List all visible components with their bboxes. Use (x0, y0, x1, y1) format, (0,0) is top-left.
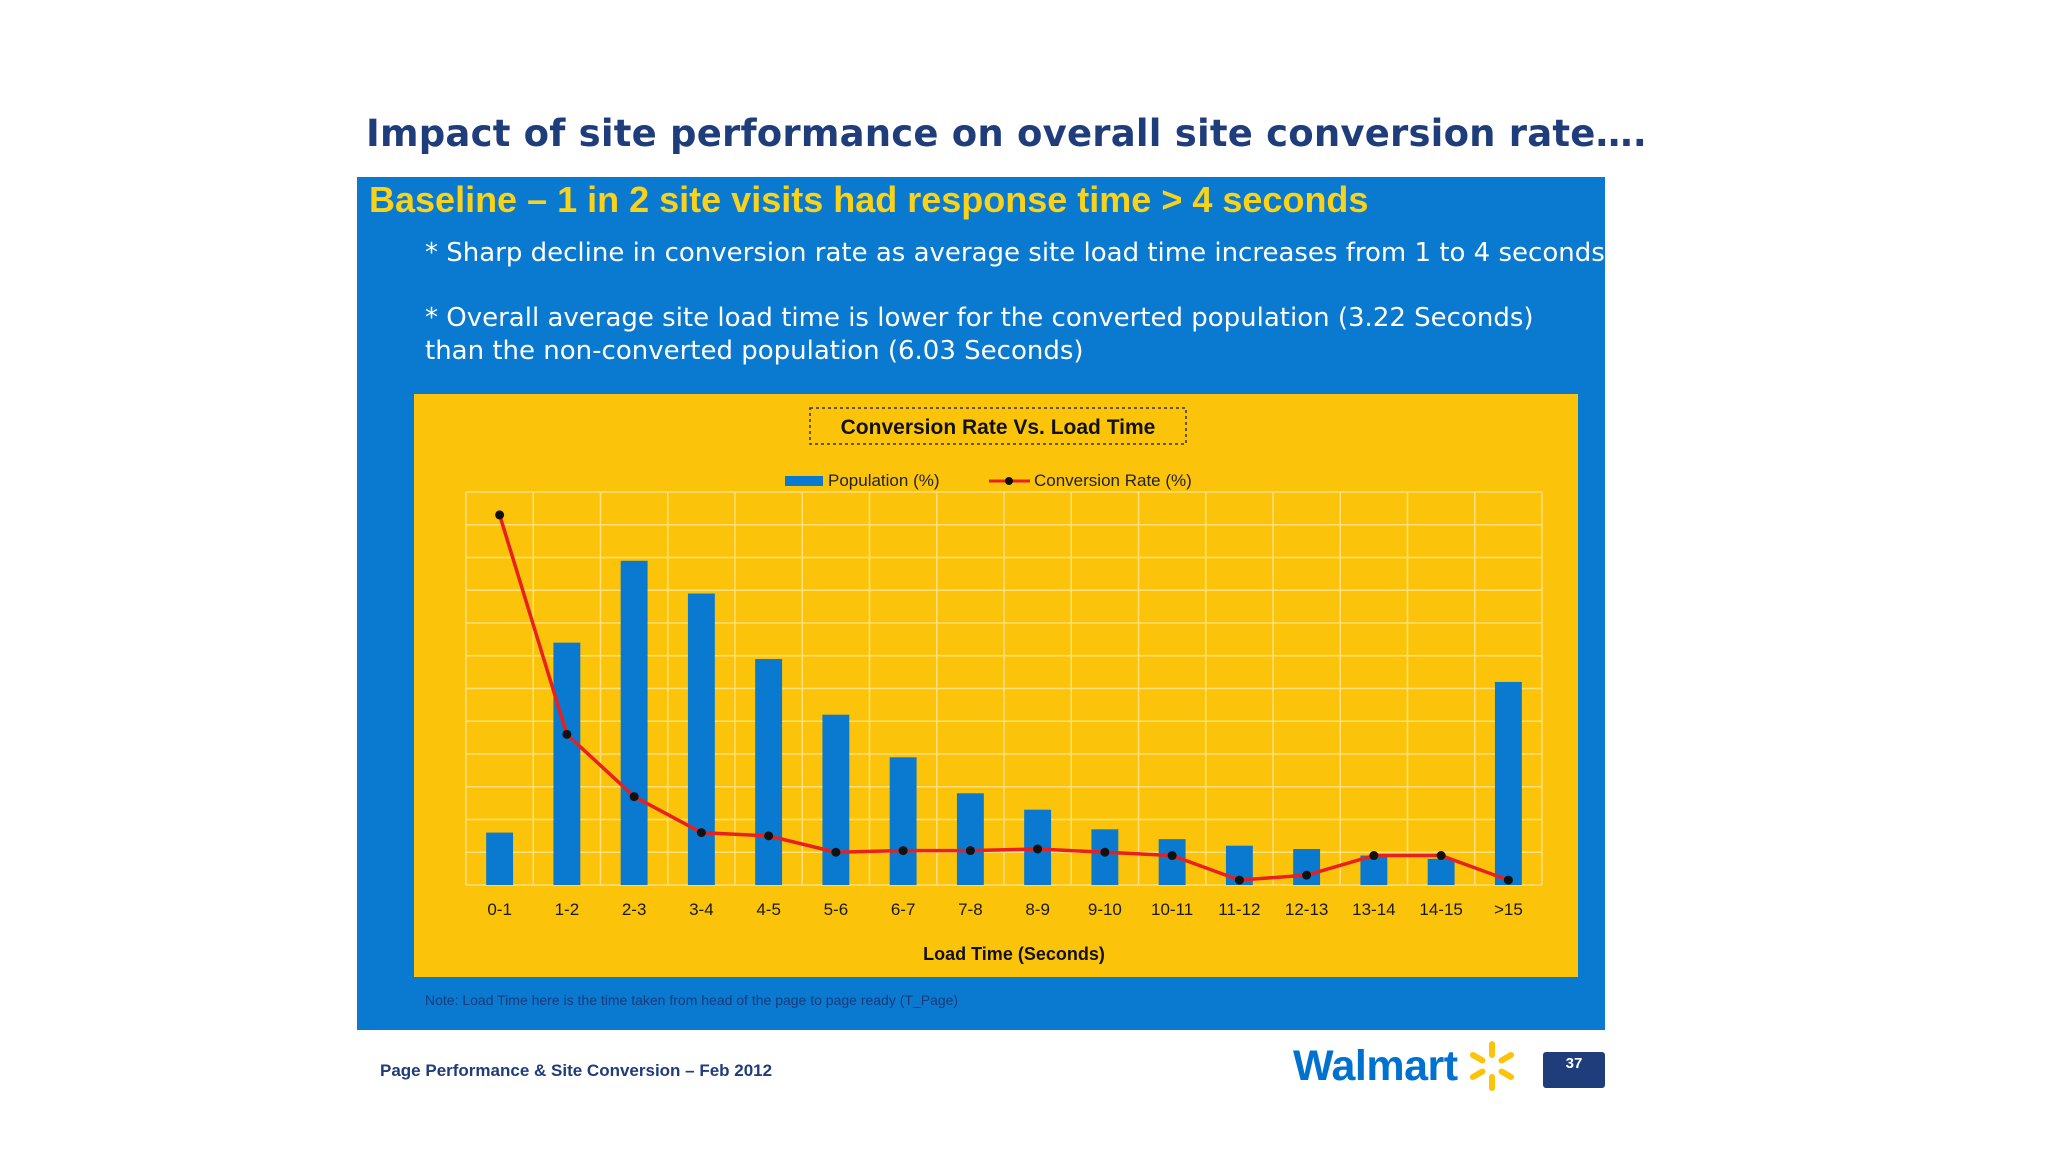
content-panel: Baseline – 1 in 2 site visits had respon… (357, 177, 1605, 1030)
x-tick-label: 5-6 (824, 900, 849, 919)
conversion-rate-point (1100, 847, 1110, 857)
conversion-rate-point (965, 846, 975, 856)
conversion-rate-point (831, 847, 841, 857)
legend-label-population: Population (%) (828, 471, 940, 490)
x-tick-label: 6-7 (891, 900, 916, 919)
x-axis-ticks: 0-1 1-2 2-3 3-4 4-5 5-6 6-7 7-8 8-9 9-10 10-11 11-1… (487, 900, 1522, 919)
line-series (495, 510, 1513, 885)
slide-subtitle: Baseline – 1 in 2 site visits had respon… (369, 179, 1369, 220)
x-tick-label: 11-12 (1218, 900, 1260, 919)
chart-panel: Conversion Rate Vs. Load Time Population… (414, 394, 1578, 977)
conversion-rate-point (1234, 875, 1244, 885)
chart: Conversion Rate Vs. Load Time Population… (465, 407, 1543, 964)
conversion-rate-point (1302, 870, 1312, 880)
x-tick-label: >15 (1494, 900, 1523, 919)
x-tick-label: 13-14 (1352, 900, 1395, 919)
conversion-rate-point (1167, 851, 1177, 861)
conversion-rate-point (764, 831, 774, 841)
walmart-logo: Walmart (1293, 1040, 1518, 1092)
conversion-rate-point (1369, 851, 1379, 861)
legend-label-conversion: Conversion Rate (%) (1034, 471, 1192, 490)
walmart-wordmark: Walmart (1293, 1041, 1458, 1090)
bar-population (822, 714, 850, 885)
x-tick-label: 2-3 (622, 900, 647, 919)
x-tick-label: 4-5 (756, 900, 781, 919)
grid (465, 491, 1543, 886)
x-tick-label: 9-10 (1088, 900, 1122, 919)
bar-population (486, 832, 514, 885)
legend-line-marker (1005, 477, 1013, 485)
bar-population (553, 642, 581, 885)
conversion-rate-line (497, 514, 1509, 882)
chart-title: Conversion Rate Vs. Load Time (841, 416, 1156, 439)
x-tick-label: 10-11 (1151, 900, 1193, 919)
x-tick-label: 12-13 (1285, 900, 1328, 919)
conversion-rate-point (1503, 875, 1513, 885)
bar-population (620, 560, 648, 885)
legend-bar-swatch (785, 476, 823, 486)
x-tick-label: 0-1 (487, 900, 512, 919)
bar-population (1091, 829, 1119, 885)
bar-population (956, 793, 984, 885)
x-axis-label: Load Time (Seconds) (923, 944, 1105, 964)
x-tick-label: 14-15 (1419, 900, 1462, 919)
x-tick-label: 1-2 (555, 900, 580, 919)
footer-caption: Page Performance & Site Conversion – Feb… (380, 1061, 773, 1080)
conversion-rate-point (495, 510, 505, 520)
x-tick-label: 3-4 (689, 900, 714, 919)
chart-title-box (809, 407, 1187, 445)
slide-title: Impact of site performance on overall si… (366, 112, 1648, 155)
bullet-point: * Sharp decline in conversion rate as av… (425, 238, 1605, 268)
conversion-rate-point (1033, 844, 1043, 854)
bar-series (486, 560, 1522, 885)
bullet-point: * Overall average site load time is lowe… (425, 303, 1534, 366)
conversion-rate-point (562, 729, 572, 739)
bar-population (1494, 681, 1522, 885)
bar-population (1158, 839, 1186, 885)
conversion-rate-point (629, 792, 639, 802)
footnote: Note: Load Time here is the time taken f… (425, 992, 959, 1008)
bar-population (687, 593, 715, 885)
walmart-spark-icon (1469, 1041, 1514, 1091)
bar-population (889, 757, 917, 885)
bar-population (1360, 855, 1388, 885)
conversion-rate-point (1436, 851, 1446, 861)
page-number-badge: 37 (1543, 1052, 1605, 1088)
bar-population (755, 659, 783, 885)
bar-population (1427, 858, 1455, 885)
x-tick-label: 8-9 (1025, 900, 1050, 919)
conversion-rate-point (898, 846, 908, 856)
conversion-rate-point (696, 828, 706, 838)
x-tick-label: 7-8 (958, 900, 983, 919)
